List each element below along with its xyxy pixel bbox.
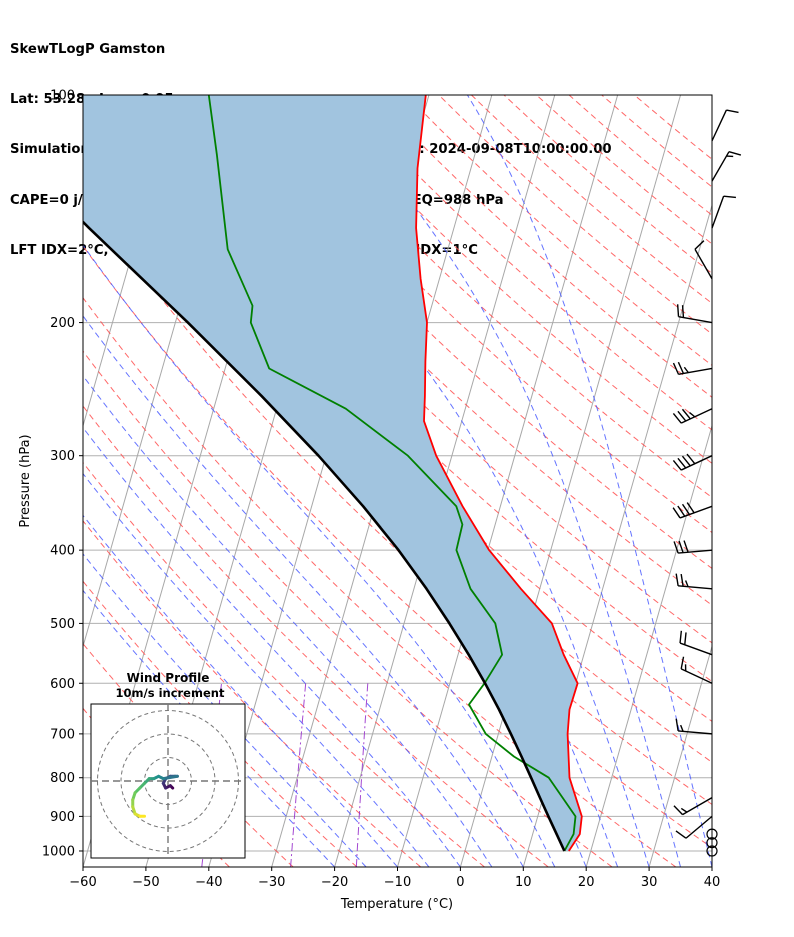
moist-adiabat-line <box>83 375 493 867</box>
y-tick-label: 1000 <box>42 844 75 859</box>
x-tick-label: 0 <box>456 875 464 890</box>
isotherm-line <box>775 95 794 867</box>
moist-adiabat-line <box>324 95 681 867</box>
calm-wind-circle <box>706 837 718 849</box>
calm-wind-circle <box>706 828 718 840</box>
dry-adiabat-line <box>405 95 712 366</box>
x-tick-label: −60 <box>69 875 96 890</box>
dry-adiabat-line <box>536 95 712 245</box>
x-tick-label: −40 <box>195 875 222 890</box>
dry-adiabat-line <box>83 245 712 849</box>
wind-barb <box>672 408 713 424</box>
wind-barb <box>694 240 713 280</box>
x-tick-label: 10 <box>515 875 532 890</box>
wind-barb <box>672 502 713 519</box>
isotherm-line <box>648 644 712 867</box>
dry-adiabat-line <box>83 405 549 867</box>
dry-adiabat-line <box>568 95 712 216</box>
isotherm-line <box>459 95 682 867</box>
moist-adiabat-line <box>83 553 367 867</box>
dry-adiabat-line <box>83 297 677 867</box>
x-tick-label: −20 <box>321 875 348 890</box>
x-axis-label: Temperature (°C) <box>340 897 453 912</box>
dry-adiabat-line <box>83 461 485 867</box>
dry-adiabat-line <box>83 642 294 867</box>
dewpoint-line <box>207 95 577 852</box>
y-tick-label: 400 <box>50 544 75 559</box>
x-tick-label: −10 <box>384 875 411 890</box>
y-tick-label: 700 <box>50 727 75 742</box>
dry-adiabat-line <box>601 95 712 188</box>
wind-barb <box>675 573 713 590</box>
wind-barb <box>672 361 713 376</box>
title-line-station: SkewTLogP Gamston <box>10 41 166 57</box>
wind-barb <box>711 151 742 182</box>
wind-barb <box>675 815 713 839</box>
moist-adiabat-line <box>83 589 335 867</box>
x-tick-label: 20 <box>578 875 595 890</box>
dry-adiabat-line <box>177 95 712 606</box>
mixing-ratio-line <box>290 683 307 867</box>
x-tick-label: 40 <box>704 875 721 890</box>
x-tick-label: −50 <box>132 875 159 890</box>
hodograph-title: Wind Profile <box>127 671 210 685</box>
wind-barb <box>673 797 713 816</box>
isotherm-line <box>711 865 712 867</box>
parcel-profile-line <box>83 220 566 852</box>
mixing-ratio-line <box>355 683 369 867</box>
y-tick-label: 100 <box>50 89 75 104</box>
cape-cin-shading <box>83 95 582 851</box>
dry-adiabat-line <box>340 95 712 431</box>
hodograph-trace <box>161 774 179 781</box>
dry-adiabat-line <box>83 580 358 867</box>
y-tick-label: 300 <box>50 449 75 464</box>
wind-barb <box>711 195 737 229</box>
moist-adiabat-line <box>466 95 712 867</box>
y-tick-label: 200 <box>50 316 75 331</box>
wind-barb <box>680 656 713 684</box>
y-tick-label: 900 <box>50 810 75 825</box>
isotherm-line <box>585 424 712 867</box>
wind-barb <box>673 540 713 554</box>
x-tick-label: −30 <box>258 875 285 890</box>
wind-barb <box>675 718 713 735</box>
wind-barb <box>672 453 713 471</box>
dry-adiabat-line <box>633 95 712 160</box>
hodograph-subtitle: 10m/s increment <box>116 686 225 700</box>
wind-barb <box>676 304 713 324</box>
y-axis-label: Pressure (hPa) <box>18 434 33 527</box>
y-tick-label: 800 <box>50 771 75 786</box>
moist-adiabat-line <box>201 95 650 867</box>
moist-adiabat-line <box>83 472 430 867</box>
dry-adiabat-line <box>308 95 712 464</box>
y-tick-label: 600 <box>50 677 75 692</box>
temperature-line <box>415 95 583 852</box>
x-tick-label: 30 <box>641 875 658 890</box>
moist-adiabat-line <box>83 514 398 867</box>
y-tick-label: 500 <box>50 617 75 632</box>
wind-barb <box>711 109 739 142</box>
moist-adiabat-line <box>83 244 556 867</box>
calm-wind-circle <box>706 845 718 857</box>
wind-barb <box>679 630 713 656</box>
moist-adiabat-line <box>83 315 524 867</box>
dry-adiabat-line <box>83 350 613 867</box>
